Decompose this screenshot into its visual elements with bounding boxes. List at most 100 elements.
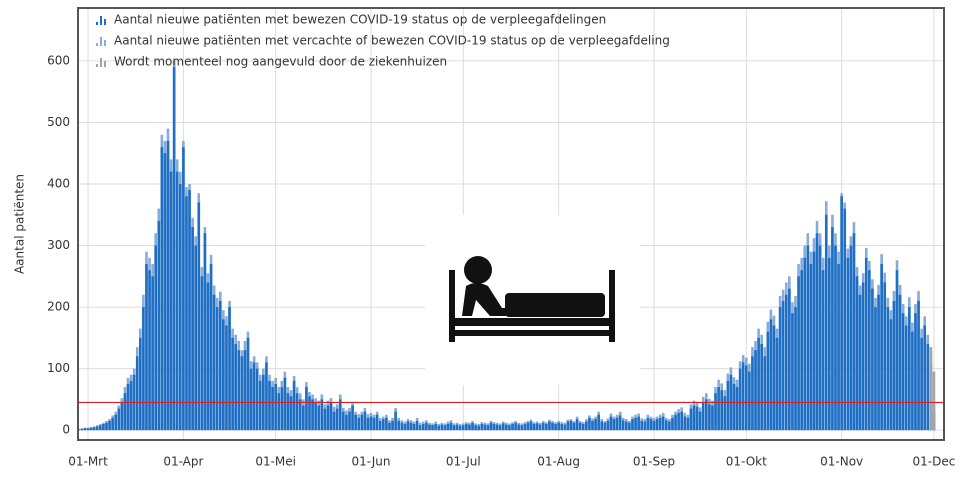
bar <box>818 245 822 431</box>
bar <box>298 399 302 431</box>
bar <box>815 233 819 431</box>
bar <box>111 417 114 431</box>
bar <box>705 399 708 431</box>
bar <box>757 337 760 431</box>
bar <box>188 190 191 431</box>
bar <box>446 424 450 431</box>
bar <box>249 368 253 431</box>
bar <box>351 405 354 431</box>
bar <box>874 307 877 431</box>
bar <box>720 390 723 431</box>
bar <box>741 362 745 431</box>
bar <box>403 424 407 431</box>
bar <box>415 420 419 431</box>
legend-label: Aantal nieuwe patiënten met bewezen COVI… <box>114 13 606 27</box>
bar <box>391 420 394 431</box>
bar <box>658 417 662 431</box>
bar <box>692 405 696 431</box>
bar <box>123 393 127 431</box>
y-tick-label: 300 <box>47 238 70 252</box>
bar <box>200 276 204 431</box>
y-tick-label: 0 <box>62 423 70 437</box>
bar <box>505 424 508 431</box>
bar <box>332 411 336 431</box>
bar <box>538 424 542 431</box>
legend-label: Aantal nieuwe patiënten met vercachte of… <box>114 34 670 48</box>
bar <box>231 337 234 431</box>
bar <box>501 423 505 431</box>
bar <box>237 350 241 431</box>
bar <box>477 425 480 431</box>
bar <box>360 414 364 431</box>
bar <box>548 421 551 431</box>
bar <box>606 420 610 431</box>
bar <box>631 419 634 431</box>
bar <box>102 424 105 431</box>
bar <box>689 408 693 431</box>
bar <box>175 171 179 431</box>
bar <box>901 313 905 431</box>
bar <box>311 399 314 431</box>
bar <box>455 424 459 431</box>
bar <box>846 257 850 431</box>
bar <box>489 422 493 431</box>
bar <box>628 422 631 431</box>
bar <box>452 425 456 431</box>
bar <box>468 424 471 431</box>
bar <box>314 402 317 431</box>
bar <box>385 417 388 431</box>
bar <box>342 411 345 431</box>
bar <box>206 282 210 431</box>
bar <box>329 402 333 431</box>
bar <box>449 422 453 431</box>
bar <box>268 380 271 431</box>
bar <box>772 325 776 431</box>
bar <box>781 300 785 431</box>
bar <box>394 411 397 431</box>
bar <box>806 245 810 431</box>
bar <box>92 427 96 431</box>
bar <box>588 417 591 431</box>
bar <box>295 393 299 431</box>
bar <box>179 184 182 431</box>
bar <box>640 420 644 431</box>
bar <box>486 425 490 431</box>
bar <box>541 422 545 431</box>
plot-border <box>77 7 945 441</box>
bar <box>609 416 613 431</box>
y-tick-label: 600 <box>47 53 70 67</box>
bar <box>612 419 616 431</box>
bar <box>397 420 401 431</box>
bar <box>323 408 327 431</box>
bar <box>560 424 564 431</box>
bar <box>591 420 594 431</box>
bar <box>255 368 259 431</box>
bar <box>280 387 284 431</box>
bar <box>800 270 803 431</box>
bar <box>932 371 936 431</box>
bar <box>400 422 404 431</box>
bar <box>212 294 216 431</box>
bar <box>917 300 920 431</box>
bar <box>843 208 847 431</box>
bar <box>572 422 576 431</box>
bar <box>744 365 748 431</box>
bar <box>892 300 896 431</box>
bar <box>575 419 579 431</box>
bar <box>514 422 517 431</box>
bar <box>914 313 917 431</box>
bar <box>191 227 194 431</box>
bar <box>551 422 554 431</box>
bar <box>883 282 887 431</box>
bar <box>809 264 813 431</box>
bar <box>671 417 674 431</box>
bar <box>372 417 376 431</box>
y-tick-label: 200 <box>47 300 70 314</box>
x-tick-label: 01-Nov <box>820 455 863 469</box>
bar <box>711 405 714 431</box>
bar <box>597 414 600 431</box>
bar <box>172 67 176 431</box>
bar <box>926 344 930 431</box>
legend-icon <box>100 58 102 67</box>
